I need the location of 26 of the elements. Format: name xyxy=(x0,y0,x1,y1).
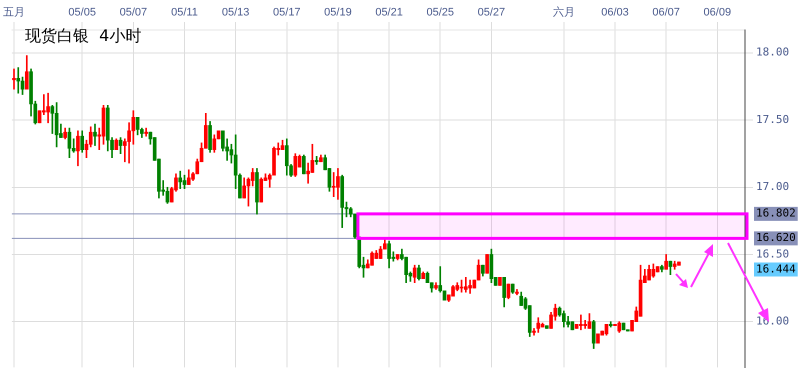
x-tick-label: 05/17 xyxy=(273,6,301,18)
x-tick-label: 05/21 xyxy=(375,6,403,18)
x-tick-label: 05/13 xyxy=(222,6,250,18)
candlestick xyxy=(468,280,472,294)
y-tick-label: 17.00 xyxy=(756,180,790,194)
x-tick-label: 五月 xyxy=(3,6,25,18)
x-tick-label: 六月 xyxy=(552,5,575,18)
y-tick-label: 17.50 xyxy=(756,112,790,126)
candlestick xyxy=(12,68,16,90)
candlestick xyxy=(93,124,97,146)
x-tick-label: 05/25 xyxy=(426,6,454,18)
candlestick xyxy=(460,280,464,292)
x-tick-label: 05/05 xyxy=(68,6,96,18)
y-tick-label: 16.50 xyxy=(756,247,790,260)
x-tick-label: 06/09 xyxy=(704,6,732,18)
ref-line-label: 16.802 xyxy=(756,206,796,220)
y-tick-label: 18.00 xyxy=(756,46,790,59)
x-tick-label: 05/07 xyxy=(120,6,148,18)
chart-title: 现货白银 4小时 xyxy=(25,26,142,47)
x-tick-label: 05/27 xyxy=(478,6,506,18)
x-tick-label: 06/03 xyxy=(601,6,629,18)
x-tick-label: 05/19 xyxy=(324,6,352,18)
text: 16.444 xyxy=(756,262,796,276)
ref-line-label: 16.620 xyxy=(756,231,796,244)
x-tick-label: 06/07 xyxy=(652,6,680,18)
x-tick-label: 05/11 xyxy=(171,6,198,18)
